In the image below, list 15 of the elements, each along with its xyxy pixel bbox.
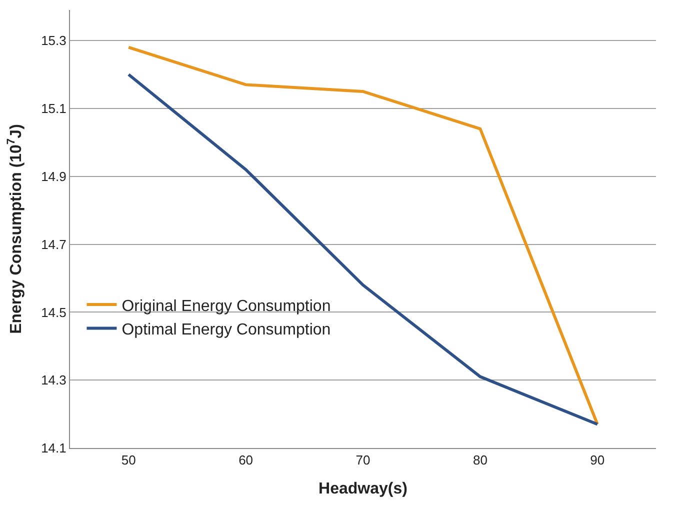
- legend-label: Original Energy Consumption: [122, 298, 331, 315]
- x-tick-label: 60: [238, 452, 254, 468]
- x-tick-label: 90: [590, 452, 605, 468]
- y-tick-label: 15.3: [41, 33, 66, 48]
- y-tick-label: 14.7: [41, 236, 66, 252]
- y-tick-label: 14.3: [41, 372, 66, 388]
- y-tick-label: 14.9: [41, 168, 66, 184]
- y-tick-label: 14.1: [41, 440, 66, 456]
- y-tick-label: 14.5: [41, 304, 66, 320]
- x-tick-label: 80: [472, 452, 488, 468]
- x-tick-label: 50: [121, 452, 136, 468]
- y-tick-label: 15.1: [41, 101, 66, 116]
- x-tick-label: 70: [356, 452, 370, 468]
- x-axis-title: Headway(s): [318, 480, 408, 498]
- legend-label: Optimal Energy Consumption: [122, 322, 331, 339]
